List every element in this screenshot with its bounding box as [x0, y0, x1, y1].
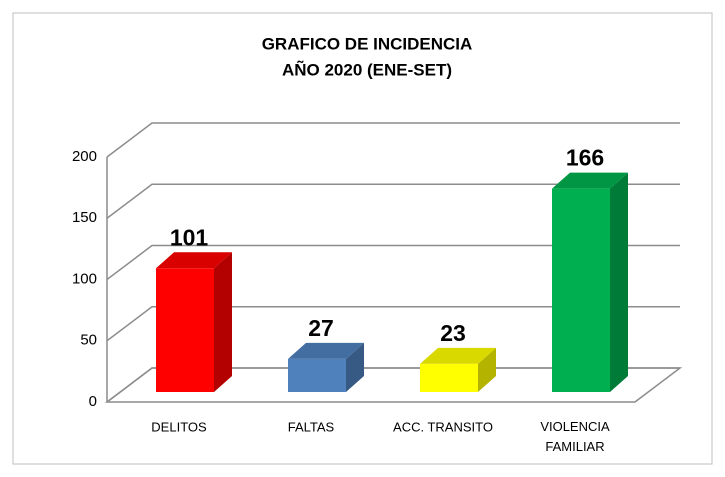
- grid-line: [106, 306, 680, 342]
- bar: [288, 342, 364, 392]
- grid-line: [106, 183, 680, 219]
- grid-line: [106, 244, 680, 281]
- y-tick-label: 0: [89, 393, 97, 410]
- bar-top: [420, 347, 496, 364]
- bar-side: [478, 347, 496, 392]
- x-tick-label: ACC. TRANSITO: [393, 419, 493, 434]
- bar-top: [156, 252, 232, 269]
- y-tick-label: 50: [80, 332, 97, 349]
- grid-line: [106, 122, 680, 158]
- y-tick-label: 100: [72, 270, 97, 287]
- bar-top: [288, 342, 364, 359]
- bar: [420, 347, 496, 392]
- x-tick-label: DELITOS: [151, 419, 207, 434]
- bar: [552, 172, 628, 392]
- bar-top: [552, 172, 628, 189]
- bar-front: [420, 363, 478, 392]
- y-tick-label: 200: [72, 148, 97, 165]
- chart-title: AÑO 2020 (ENE-SET): [282, 59, 452, 79]
- bar: [156, 252, 232, 392]
- x-tick-label: VIOLENCIA FAMILIAR: [540, 419, 610, 454]
- bar-front: [156, 268, 214, 392]
- x-tick-label: FALTAS: [288, 419, 335, 434]
- y-tick-label: 150: [72, 209, 97, 226]
- data-label: 166: [566, 145, 604, 171]
- chart-title: GRAFICO DE INCIDENCIA: [262, 34, 473, 53]
- data-label: 23: [440, 320, 466, 346]
- data-label: 27: [308, 315, 334, 341]
- bar-front: [288, 358, 346, 392]
- bar-side: [610, 172, 628, 392]
- data-label: 101: [170, 224, 209, 250]
- bar-side: [214, 252, 232, 392]
- bar-side: [346, 342, 364, 392]
- grid-line: [106, 367, 680, 403]
- bar-front: [552, 188, 610, 392]
